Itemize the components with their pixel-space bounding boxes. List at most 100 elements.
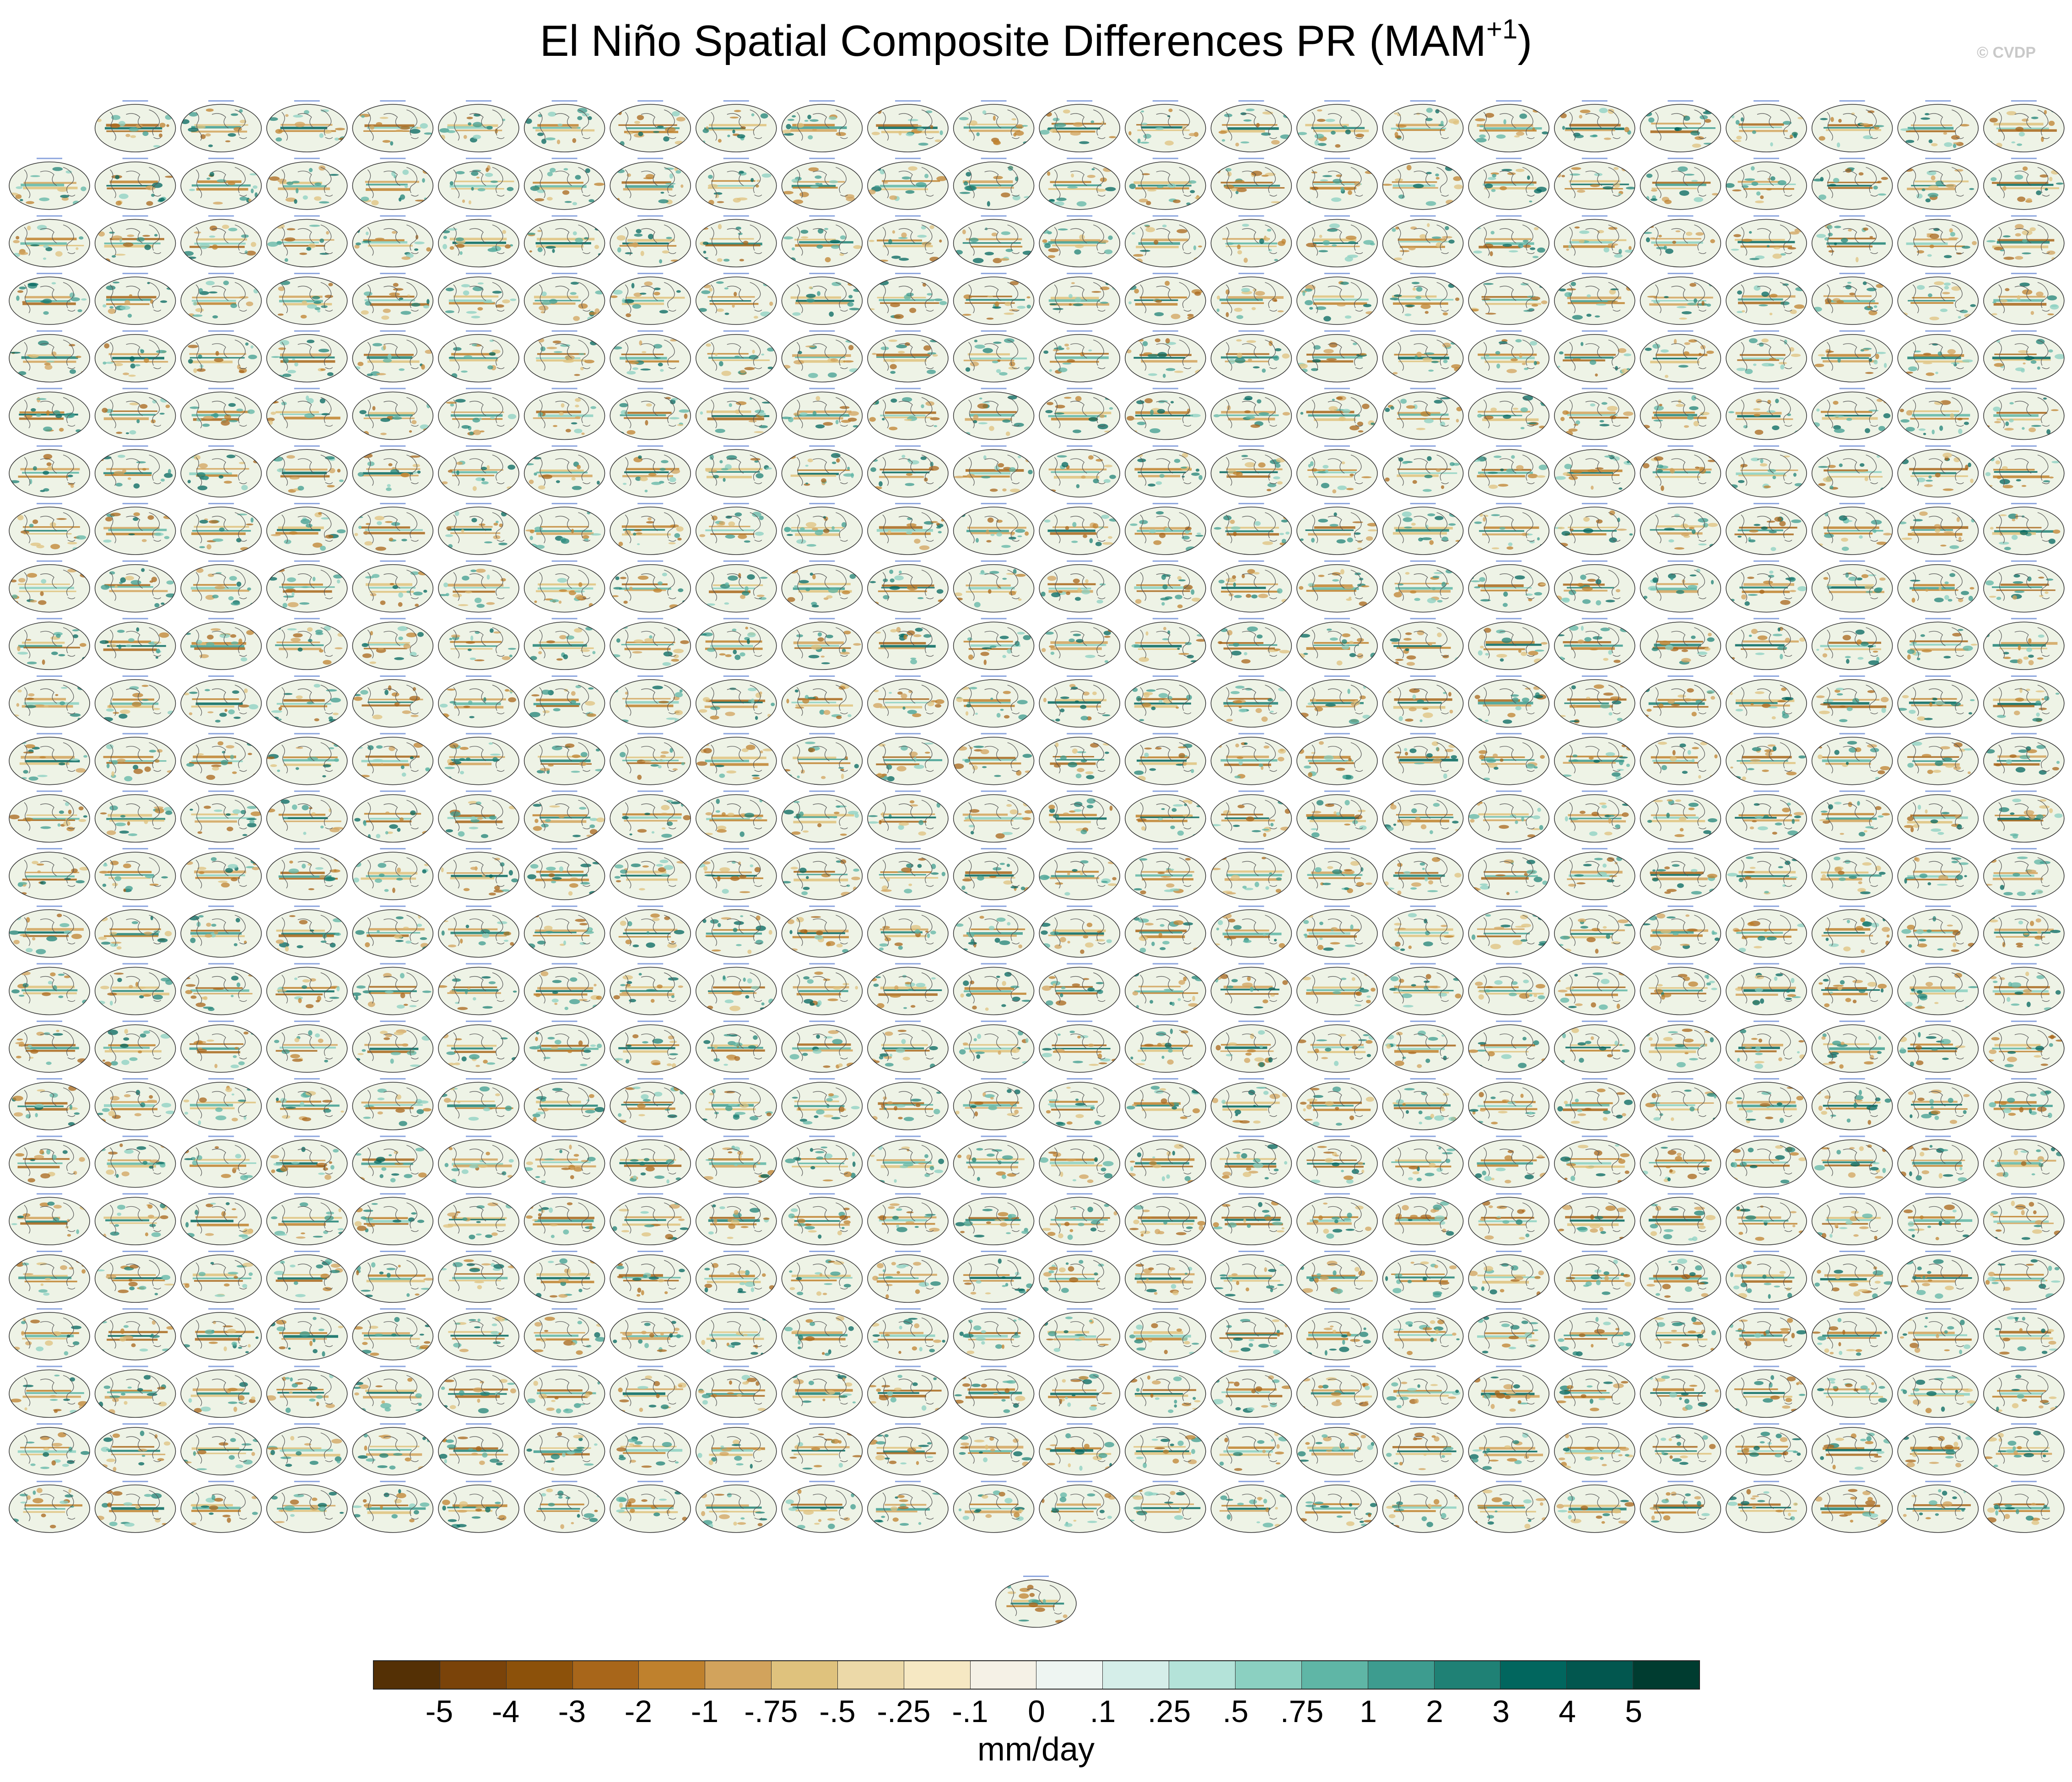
map-panel — [1983, 1193, 2065, 1246]
map-panel — [1468, 560, 1549, 613]
map-panel — [352, 848, 434, 900]
map-panel — [1554, 330, 1635, 383]
map-panel — [94, 388, 176, 440]
map-panel — [1897, 330, 1979, 383]
map-panel — [180, 1423, 262, 1475]
map-panel — [953, 445, 1035, 497]
map-panel — [94, 1193, 176, 1246]
colorbar-swatch — [705, 1661, 772, 1689]
map-panel — [266, 560, 348, 613]
map-panel — [352, 1193, 434, 1246]
map-panel — [352, 1480, 434, 1533]
map-panel — [352, 1021, 434, 1073]
map-panel — [696, 388, 777, 440]
map-panel — [1640, 330, 1721, 383]
map-panel — [953, 963, 1035, 1015]
chart-title: El Niño Spatial Composite Differences PR… — [0, 14, 2072, 69]
map-panel — [352, 100, 434, 152]
map-panel — [1210, 618, 1292, 670]
map-panel — [696, 273, 777, 325]
map-panel — [1210, 157, 1292, 210]
map-panel — [953, 1480, 1035, 1533]
map-panel — [1296, 215, 1378, 268]
map-panel — [438, 905, 519, 958]
map-panel — [781, 1423, 863, 1475]
map-panel — [867, 675, 949, 728]
map-panel — [1811, 1423, 1893, 1475]
map-panel — [1210, 273, 1292, 325]
map-panel — [266, 1366, 348, 1418]
map-panel — [94, 1480, 176, 1533]
map-panel — [1640, 388, 1721, 440]
map-panel — [352, 733, 434, 785]
map-panel — [1210, 1480, 1292, 1533]
map-panel — [1382, 1251, 1464, 1303]
map-panel — [1039, 100, 1120, 152]
map-panel — [1468, 733, 1549, 785]
map-panel — [953, 215, 1035, 268]
map-panel — [1382, 905, 1464, 958]
map-panel — [1811, 848, 1893, 900]
map-panel — [781, 618, 863, 670]
map-panel — [1726, 388, 1807, 440]
map-panel — [1210, 1366, 1292, 1418]
map-panel — [1468, 1021, 1549, 1073]
map-panel — [1897, 273, 1979, 325]
map-panel — [523, 273, 605, 325]
map-panel — [1726, 215, 1807, 268]
map-panel — [1554, 100, 1635, 152]
map-panel — [1640, 905, 1721, 958]
map-panel — [1897, 1021, 1979, 1073]
map-panel — [1382, 100, 1464, 152]
map-panel — [1640, 502, 1721, 555]
map-panel — [438, 445, 519, 497]
map-panel — [1039, 790, 1120, 843]
map-panel — [1554, 1366, 1635, 1418]
map-panel — [696, 1193, 777, 1246]
map-panel — [266, 790, 348, 843]
map-panel — [1811, 905, 1893, 958]
map-panel — [438, 560, 519, 613]
map-panel — [1983, 502, 2065, 555]
map-panel — [1640, 618, 1721, 670]
map-panel — [266, 157, 348, 210]
map-panel — [953, 1423, 1035, 1475]
map-panel — [1382, 1366, 1464, 1418]
map-panel — [1210, 1021, 1292, 1073]
map-panel — [1296, 1308, 1378, 1361]
map-panel — [953, 100, 1035, 152]
map-panel — [953, 790, 1035, 843]
map-panel — [1296, 618, 1378, 670]
map-panel — [1382, 1135, 1464, 1188]
map-panel — [610, 157, 691, 210]
map-panel — [94, 1135, 176, 1188]
map-panel — [1039, 560, 1120, 613]
map-panel — [1554, 1480, 1635, 1533]
map-panel — [9, 1251, 90, 1303]
map-panel — [1039, 963, 1120, 1015]
map-panel — [1983, 330, 2065, 383]
map-panel — [781, 445, 863, 497]
map-panel — [1039, 1480, 1120, 1533]
map-panel — [1382, 675, 1464, 728]
colorbar-swatch — [1301, 1661, 1368, 1689]
map-panel — [266, 1251, 348, 1303]
map-panel — [1897, 215, 1979, 268]
map-panel — [1210, 560, 1292, 613]
map-panel — [266, 905, 348, 958]
map-panel — [1468, 330, 1549, 383]
map-panel — [438, 388, 519, 440]
map-panel — [1210, 445, 1292, 497]
map-panel — [1210, 1251, 1292, 1303]
map-panel — [610, 1193, 691, 1246]
map-panel — [1811, 273, 1893, 325]
map-panel — [610, 1078, 691, 1130]
map-panel — [1039, 445, 1120, 497]
map-panel — [610, 905, 691, 958]
map-panel — [1983, 445, 2065, 497]
map-panel — [610, 1251, 691, 1303]
map-panel — [1640, 100, 1721, 152]
map-panel — [1726, 733, 1807, 785]
map-panel — [1039, 388, 1120, 440]
colorbar-swatch — [506, 1661, 573, 1689]
